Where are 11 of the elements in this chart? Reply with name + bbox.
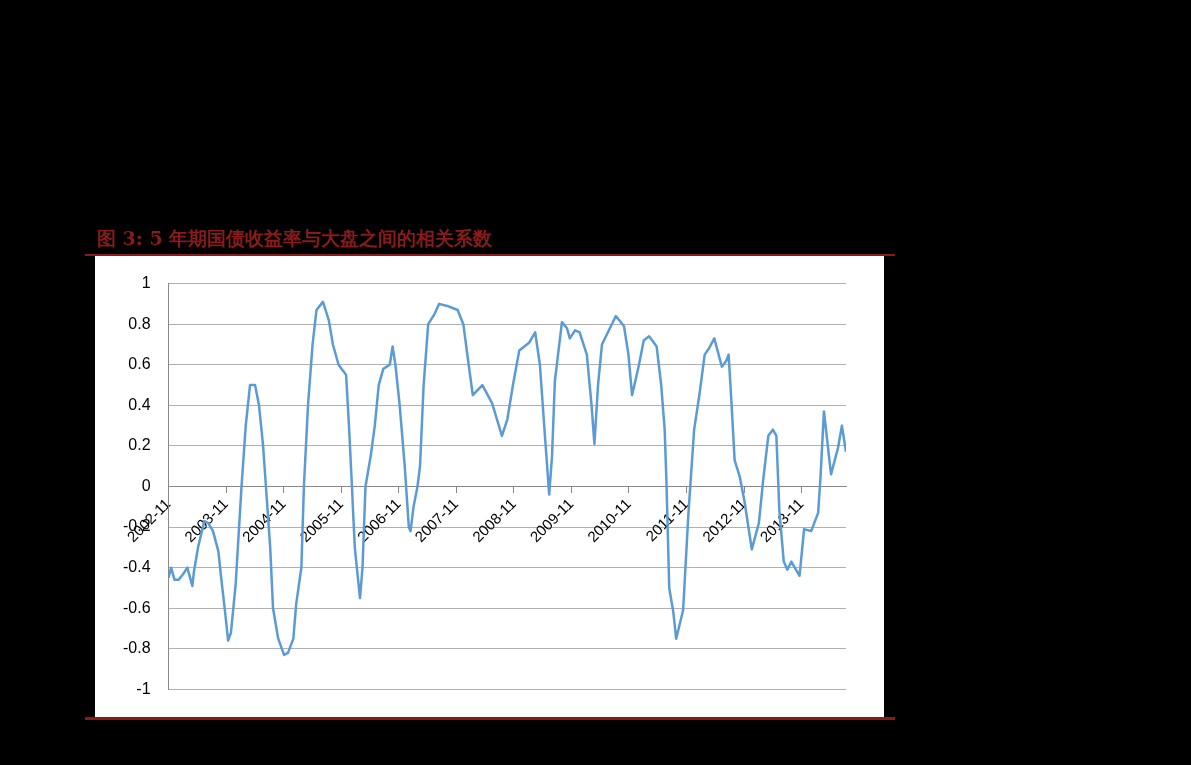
y-tick-label: 1 [141,274,151,292]
chart-title: 图 3: 5 年期国债收益率与大盘之间的相关系数 [97,226,493,251]
y-tick-label: -0.6 [122,598,151,616]
y-tick-label: -0.8 [122,639,151,657]
y-tick-label: -0.4 [122,558,151,576]
y-tick-label: 0.2 [128,436,151,454]
y-tick-label: -1 [136,679,151,697]
y-tick-label: 0.4 [128,395,151,413]
y-tick-label: 0.6 [128,355,151,373]
y-tick-label: 0.8 [128,314,151,332]
y-tick-label: 0 [141,476,151,494]
